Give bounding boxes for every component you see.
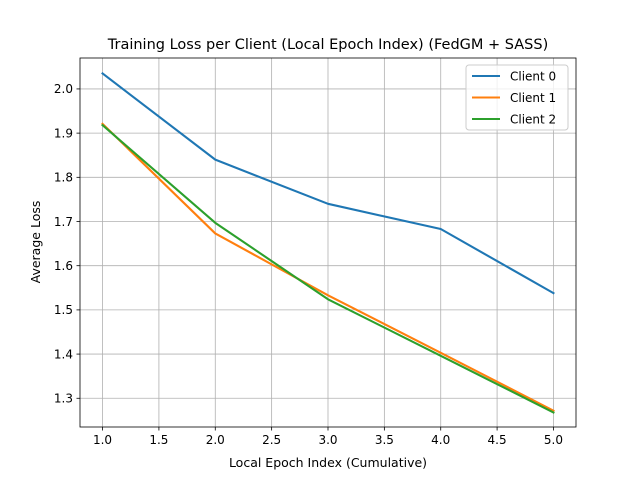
x-tick-label: 2.5 (262, 433, 281, 447)
series-lines (101, 71, 555, 414)
x-tick-label: 3.0 (318, 433, 337, 447)
y-tick-label: 1.8 (54, 171, 73, 185)
y-tick-label: 1.5 (54, 303, 73, 317)
x-axis-label: Local Epoch Index (Cumulative) (229, 455, 427, 470)
legend: Client 0 Client 1 Client 2 (465, 64, 569, 131)
series-line-client-1 (101, 122, 555, 413)
x-tick-label: 1.5 (149, 433, 168, 447)
series-line-client-2 (101, 123, 555, 414)
series-line-client-0 (101, 71, 555, 295)
x-tick-label: 2.0 (206, 433, 225, 447)
legend-label-client-2: Client 2 (510, 112, 556, 126)
y-tick-label: 2.0 (54, 82, 73, 96)
x-tick-label: 3.5 (375, 433, 394, 447)
y-tick-label: 1.9 (54, 126, 73, 140)
y-tick-label: 1.3 (54, 392, 73, 406)
legend-label-client-0: Client 0 (510, 69, 556, 83)
y-tick-label: 1.6 (54, 259, 73, 273)
legend-label-client-1: Client 1 (510, 91, 556, 105)
x-tick-label: 4.5 (488, 433, 507, 447)
y-axis-label: Average Loss (28, 201, 43, 284)
x-tick-label: 4.0 (431, 433, 450, 447)
legend-box (465, 64, 569, 131)
y-axis-ticks: 1.3 1.4 1.5 1.6 1.7 1.8 1.9 2.0 (54, 82, 80, 406)
y-tick-label: 1.4 (54, 347, 73, 361)
x-axis-ticks: 1.0 1.5 2.0 2.5 3.0 3.5 4.0 4.5 5.0 (93, 427, 563, 447)
chart-title: Training Loss per Client (Local Epoch In… (107, 37, 548, 53)
x-tick-label: 1.0 (93, 433, 112, 447)
x-tick-label: 5.0 (544, 433, 563, 447)
y-tick-label: 1.7 (54, 215, 73, 229)
